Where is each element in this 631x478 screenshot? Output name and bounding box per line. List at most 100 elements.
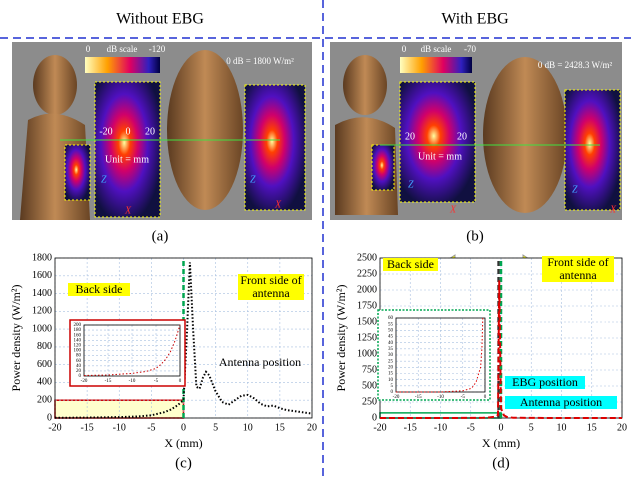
heatmap [245, 85, 305, 210]
y-tick-label: 200 [37, 395, 52, 406]
heatmap [95, 82, 160, 217]
x-tick-label: 5 [529, 422, 534, 433]
y-tick-label: 2500 [357, 252, 377, 263]
y-tick-label: 20 [76, 369, 82, 374]
x-tick-label: 15 [275, 422, 285, 433]
y-tick-label: 750 [362, 364, 377, 375]
y-tick-label: 400 [37, 377, 52, 388]
axis-label: X [274, 199, 282, 210]
annotation: Front side of antenna [238, 274, 304, 300]
y-tick-label: 15 [388, 372, 394, 377]
unit: Unit = mm [575, 345, 602, 351]
x-tick-label: -5 [154, 379, 159, 384]
x-tick-label: 20 [307, 422, 317, 433]
y-tick-label: 55 [388, 322, 394, 327]
y-tick-label: 80 [76, 354, 82, 359]
x-tick-label: -15 [105, 379, 112, 384]
x-axis-label: X (mm) [164, 436, 202, 450]
scale-label: -120 [149, 44, 166, 54]
y-tick-label: 25 [388, 359, 394, 364]
axis-label: Z [572, 184, 578, 195]
x-tick-label: 5 [213, 422, 218, 433]
tick: 20 [601, 319, 607, 325]
head [343, 55, 387, 115]
y-axis-label: Power density (W/m²) [9, 285, 23, 392]
marker-label: EBG position [505, 376, 585, 389]
tick: 20 [405, 131, 415, 142]
x-axis-label: X (mm) [482, 436, 520, 450]
x-tick-label: -20 [81, 379, 88, 384]
y-tick-label: 800 [37, 341, 52, 352]
header: Without EBG [116, 11, 204, 28]
scale-label: 0 [402, 44, 407, 54]
x-tick-label: -5 [467, 422, 475, 433]
heatmap [65, 145, 90, 200]
panel-label: (a) [152, 228, 169, 244]
page: Without EBG With EBG 0 dB scale -120 0 d… [0, 0, 631, 478]
y-tick-label: 1600 [32, 270, 52, 281]
x-tick-label: 10 [557, 422, 567, 433]
marker-label: Antenna position [210, 356, 310, 369]
unit: Unit = mm [418, 151, 462, 162]
panel-label: (d) [492, 455, 510, 471]
axis-label: Z [250, 174, 256, 185]
header: With EBG [441, 11, 509, 28]
tick: -20 [570, 319, 578, 325]
y-tick-label: 35 [388, 347, 394, 352]
x-tick-label: 20 [617, 422, 627, 433]
tick: -20 [99, 126, 112, 137]
y-axis-label: Power density (W/m²) [334, 285, 348, 392]
x-tick-label: -5 [147, 422, 155, 433]
y-tick-label: 40 [388, 341, 394, 346]
colorbar [400, 57, 472, 73]
y-tick-label: 140 [74, 338, 82, 343]
reference: 0 dB = 1800 W/m² [226, 56, 294, 66]
scale-label: dB scale [421, 44, 452, 54]
y-tick-label: 45 [388, 335, 394, 340]
tick: 0 [126, 126, 131, 137]
y-tick-label: 600 [37, 359, 52, 370]
x-tick-label: 10 [243, 422, 253, 433]
y-tick-label: 1750 [357, 300, 377, 311]
reference: 0 dB = 2428.3 W/m² [538, 60, 613, 70]
axis-label: X [609, 204, 617, 215]
annotation: Back side [68, 283, 130, 296]
y-tick-label: 1500 [357, 316, 377, 327]
y-tick-label: 200 [74, 323, 82, 328]
y-tick-label: 1400 [32, 288, 52, 299]
x-tick-label: -20 [373, 422, 386, 433]
x-tick-label: -10 [437, 395, 444, 400]
y-tick-label: 50 [388, 328, 394, 333]
y-tick-label: 30 [388, 353, 394, 358]
head [33, 55, 77, 115]
torso-top [483, 57, 567, 213]
y-tick-label: 60 [388, 316, 394, 321]
tick: 20 [457, 131, 467, 142]
panel-label: (b) [466, 228, 484, 244]
x-tick-label: -15 [404, 422, 417, 433]
annotation: Back side [383, 258, 438, 271]
scale-label: 0 [86, 44, 91, 54]
x-tick-label: 0 [181, 422, 186, 433]
colorbar [85, 57, 160, 73]
x-tick-label: -10 [113, 422, 126, 433]
marker-label: Antenna position [505, 396, 617, 409]
x-tick-label: -10 [434, 422, 447, 433]
axis-label: X [449, 204, 457, 215]
y-tick-label: 1800 [32, 252, 52, 263]
unit: Unit = mm [105, 154, 149, 165]
y-tick-label: 160 [74, 333, 82, 338]
y-tick-label: 100 [74, 349, 82, 354]
y-tick-label: 2250 [357, 268, 377, 279]
annotation: Front side of antenna [542, 256, 614, 282]
y-tick-label: 20 [388, 365, 394, 370]
x-tick-label: 15 [587, 422, 597, 433]
x-tick-label: -20 [48, 422, 61, 433]
y-tick-label: 500 [362, 380, 377, 391]
y-tick-label: 1200 [32, 306, 52, 317]
y-tick-label: 1000 [357, 348, 377, 359]
panel-label: (c) [175, 455, 192, 471]
y-tick-label: 10 [388, 378, 394, 383]
y-tick-label: 180 [74, 328, 82, 333]
y-tick-label: 2000 [357, 284, 377, 295]
